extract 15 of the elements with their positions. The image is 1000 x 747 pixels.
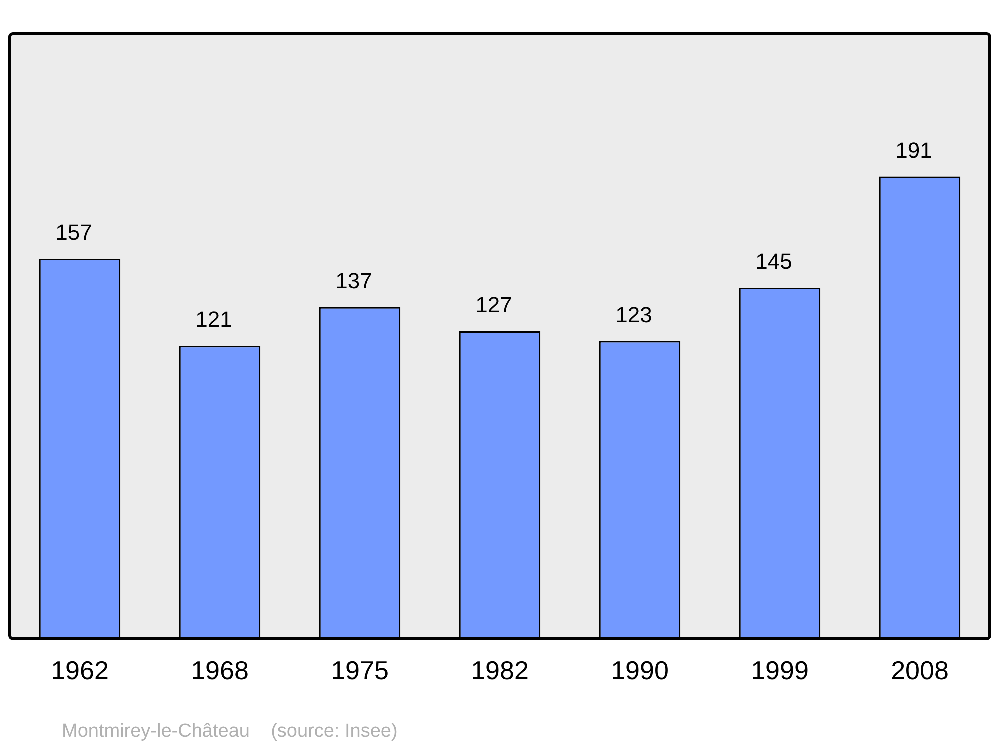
- x-tick-label: 2008: [891, 656, 949, 686]
- x-tick-label: 1962: [51, 656, 109, 686]
- data-label: 145: [756, 249, 792, 274]
- data-label: 127: [476, 292, 512, 318]
- data-label: 157: [56, 220, 92, 246]
- x-tick-label: 1975: [331, 656, 389, 686]
- data-label: 191: [896, 138, 932, 163]
- data-label: 137: [336, 268, 372, 294]
- x-tick-label: 1968: [191, 656, 249, 686]
- data-label: 123: [616, 302, 652, 328]
- data-label: 121: [196, 307, 232, 332]
- x-tick-label: 1982: [471, 656, 529, 686]
- x-tick-label: 1999: [751, 656, 809, 686]
- x-tick-label: 1990: [611, 656, 669, 686]
- text: Montmirey-le-Château (source: Insee): [62, 721, 398, 742]
